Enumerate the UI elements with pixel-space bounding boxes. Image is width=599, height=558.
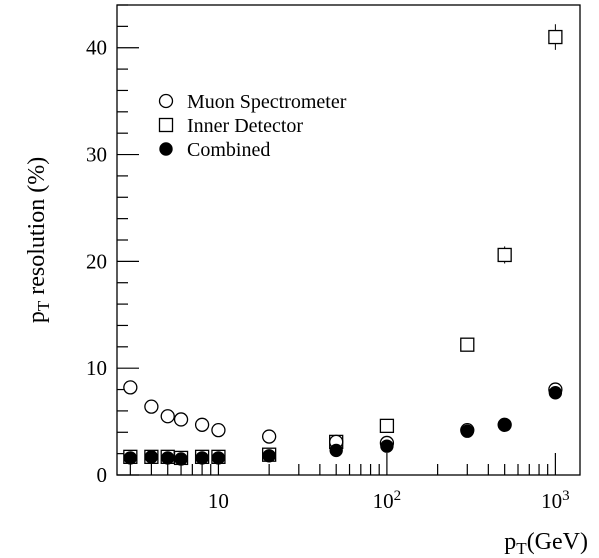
data-point bbox=[548, 386, 563, 400]
data-point bbox=[211, 422, 226, 438]
data-point bbox=[262, 449, 276, 463]
x-tick-exponent: 3 bbox=[562, 488, 570, 504]
y-axis: 0 10 20 30 40 bbox=[86, 4, 139, 487]
data-point bbox=[144, 450, 159, 464]
x-axis-title-rest: (GeV) bbox=[527, 529, 588, 555]
y-axis-title: pT resolution (%) bbox=[24, 157, 53, 323]
legend-entry: Muon Spectrometer bbox=[158, 91, 347, 113]
x-axis-title-main: p bbox=[504, 529, 516, 555]
y-tick-label: 10 bbox=[86, 356, 107, 380]
data-point bbox=[123, 380, 138, 395]
data-point bbox=[460, 424, 474, 438]
data-point bbox=[123, 451, 138, 465]
y-axis-title-main: p bbox=[24, 311, 50, 323]
legend-entry: Inner Detector bbox=[158, 115, 303, 137]
data-point bbox=[195, 451, 209, 465]
data-point bbox=[460, 337, 475, 352]
legend-label: Muon Spectrometer bbox=[187, 91, 347, 113]
legend-label: Inner Detector bbox=[187, 115, 303, 137]
data-series bbox=[123, 24, 563, 466]
y-axis-title-rest: resolution (%) bbox=[24, 157, 50, 301]
legend-label: Combined bbox=[187, 139, 270, 161]
series-filled-circle bbox=[123, 386, 563, 466]
y-tick-label: 20 bbox=[86, 249, 107, 273]
y-tick-label: 30 bbox=[86, 143, 107, 167]
x-axis: 10 102 103 bbox=[129, 453, 570, 513]
data-point bbox=[261, 429, 277, 444]
data-point bbox=[380, 439, 394, 453]
legend-marker bbox=[159, 142, 173, 156]
x-tick-base: 10 bbox=[541, 489, 562, 513]
plot-frame bbox=[116, 4, 581, 476]
legend-marker bbox=[158, 93, 174, 109]
legend-entry: Combined bbox=[159, 139, 270, 161]
data-point bbox=[497, 418, 512, 432]
y-tick-label: 40 bbox=[86, 36, 107, 60]
data-point bbox=[211, 451, 226, 465]
x-tick-base: 10 bbox=[373, 489, 394, 513]
data-point bbox=[160, 409, 175, 424]
data-point bbox=[173, 412, 189, 427]
data-point bbox=[548, 29, 563, 45]
x-axis-title: pT(GeV) bbox=[504, 529, 588, 558]
legend-marker bbox=[158, 117, 174, 133]
data-point bbox=[194, 417, 210, 432]
data-point bbox=[497, 247, 512, 263]
x-tick-base: 10 bbox=[208, 489, 229, 513]
y-tick-label: 0 bbox=[97, 463, 108, 487]
data-point bbox=[329, 443, 343, 458]
data-point bbox=[144, 399, 159, 414]
data-point bbox=[379, 418, 395, 434]
x-tick-label: 103 bbox=[541, 488, 570, 513]
data-point bbox=[174, 452, 188, 466]
x-axis-title-sub: T bbox=[516, 539, 527, 558]
data-point bbox=[161, 451, 175, 465]
x-tick-label: 102 bbox=[373, 488, 402, 513]
x-tick-exponent: 2 bbox=[394, 488, 402, 504]
x-tick-label: 10 bbox=[208, 489, 229, 513]
y-axis-title-sub: T bbox=[34, 300, 53, 311]
